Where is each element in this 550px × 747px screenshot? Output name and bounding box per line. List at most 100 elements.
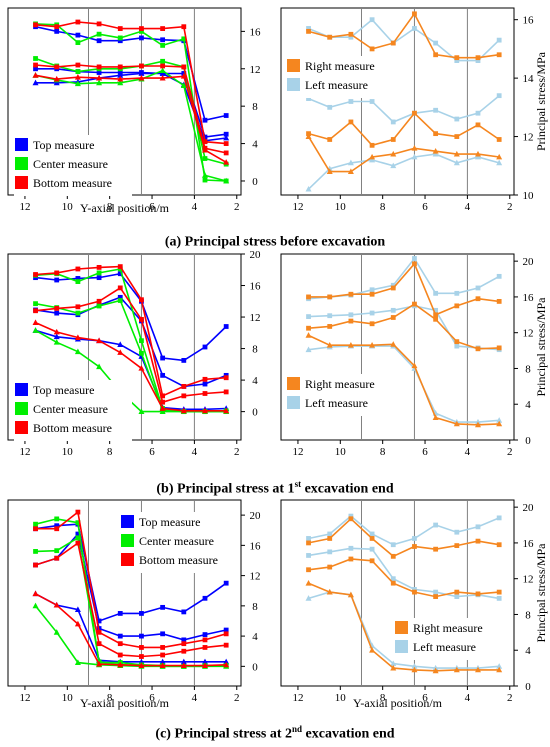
series-line (35, 272, 227, 362)
data-point-square (202, 177, 208, 183)
legend-label: Bottom measure (33, 421, 112, 435)
data-point-triangle (411, 145, 418, 151)
data-point-square (202, 645, 208, 650)
data-point-square (117, 264, 123, 270)
data-point-triangle (53, 328, 60, 335)
series-left-0 (306, 513, 502, 548)
data-point-square (306, 28, 311, 34)
data-point-triangle (432, 414, 439, 421)
legend-background (120, 512, 238, 573)
y-axis-label: Principal stress/MPa (534, 543, 548, 643)
series-line (308, 334, 500, 426)
data-point-triangle (496, 417, 503, 423)
series-right-4 (306, 110, 502, 148)
data-point-square (369, 558, 375, 564)
data-point-square (475, 58, 481, 63)
y-tick-label: 4 (252, 139, 258, 151)
data-point-square (223, 375, 229, 381)
data-point-square (33, 308, 38, 314)
legend-label: Left measure (305, 78, 368, 92)
x-tick-label: 2 (234, 201, 240, 213)
data-point-square (433, 52, 439, 58)
data-point-square (139, 63, 144, 69)
data-point-square (202, 637, 208, 643)
y-tick-label: 10 (523, 190, 535, 202)
x-tick-label: 6 (149, 446, 155, 458)
plot-frame (280, 253, 515, 441)
data-point-triangle (74, 606, 81, 613)
series-right-4 (306, 556, 502, 599)
series-right-3 (306, 11, 502, 61)
x-tick-label: 2 (507, 201, 513, 213)
chart-panel-c-right: 12 10 8 6 4 20 4 8 12 16 20 Y-axial position/m Princ… (280, 499, 548, 710)
data-point-square (33, 521, 38, 527)
data-point-square (54, 310, 60, 316)
series-right-5 (305, 133, 503, 175)
data-point-square (223, 631, 229, 637)
series-line (35, 265, 227, 398)
data-point-square (54, 305, 60, 311)
data-point-square (496, 93, 502, 99)
data-point-triangle (159, 658, 166, 665)
data-point-square (96, 31, 102, 37)
y-tick-label: 20 (250, 249, 262, 261)
data-point-triangle (159, 408, 166, 415)
data-point-square (475, 285, 481, 291)
data-point-square (496, 589, 502, 595)
data-point-triangle (138, 408, 145, 415)
data-point-square (75, 69, 81, 74)
legend-label: Center measure (33, 157, 108, 171)
data-point-square (390, 137, 396, 142)
data-point-square (348, 312, 354, 318)
data-point-square (390, 282, 396, 288)
data-point-triangle (74, 80, 81, 87)
data-point-triangle (74, 620, 81, 627)
data-point-triangle (305, 185, 312, 192)
x-tick-label: 10 (335, 201, 347, 213)
data-point-square (433, 312, 439, 318)
chart-panel-a-right: 12 10 8 6 4 2 10 12 14 16 Principal stress/MPa Righ… (280, 7, 548, 213)
series-line (35, 593, 227, 667)
series-right-4 (306, 301, 502, 352)
data-point-square (54, 270, 60, 276)
data-point-square (181, 384, 187, 389)
legend-label: Center measure (33, 402, 108, 416)
data-point-triangle (369, 647, 376, 653)
data-point-triangle (138, 662, 145, 668)
data-point-square (202, 117, 208, 123)
series-bottom-8 (32, 319, 230, 414)
data-point-square (96, 629, 102, 635)
x-tick-label: 12 (19, 446, 30, 458)
x-tick-label: 8 (107, 692, 113, 704)
data-point-square (348, 513, 354, 519)
data-point-square (412, 536, 417, 541)
x-tick-label: 6 (422, 692, 428, 704)
legend-label: Top measure (33, 383, 94, 397)
data-point-triangle (201, 658, 208, 665)
data-point-square (223, 131, 229, 137)
data-point-square (139, 26, 144, 31)
data-point-square (75, 276, 81, 281)
data-point-square (160, 43, 166, 48)
legend-background (14, 135, 132, 196)
y-tick-label: 14 (523, 73, 535, 85)
data-point-square (33, 526, 38, 532)
data-point-square (475, 122, 481, 128)
x-tick-label: 8 (107, 446, 113, 458)
legend-swatch-center (121, 534, 134, 547)
data-point-triangle (74, 348, 81, 355)
x-tick-label: 12 (292, 692, 303, 704)
series-top-0 (33, 271, 229, 363)
data-point-square (75, 520, 81, 526)
data-point-square (139, 28, 144, 34)
data-point-square (327, 324, 333, 329)
data-point-square (96, 264, 102, 270)
data-point-square (369, 287, 375, 293)
x-tick-label: 2 (507, 692, 513, 704)
data-point-triangle (223, 177, 230, 184)
series-line (308, 12, 500, 59)
data-point-triangle (326, 588, 333, 595)
data-point-square (202, 344, 208, 350)
data-point-square (390, 285, 396, 291)
data-point-square (306, 96, 311, 101)
